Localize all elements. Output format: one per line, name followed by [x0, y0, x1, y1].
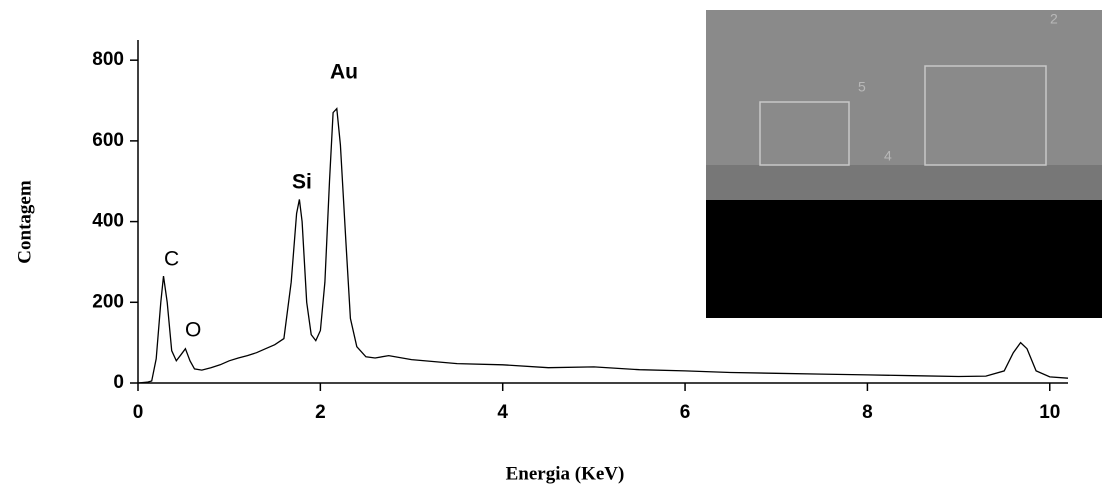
- inset-label: 5: [858, 79, 866, 95]
- x-tick-label: 0: [133, 402, 144, 423]
- y-tick-label: 0: [113, 372, 124, 393]
- x-tick-label: 6: [680, 402, 691, 423]
- y-tick-label: 600: [92, 130, 124, 151]
- y-axis-title: Contagem: [14, 180, 35, 264]
- inset-image: 5 4 2: [706, 10, 1102, 318]
- y-tick-label: 400: [92, 211, 124, 232]
- sem-edge: [706, 165, 1102, 200]
- peak-label: O: [185, 319, 201, 342]
- spectrum-line: [137, 107, 1069, 384]
- x-tick-label: 2: [315, 402, 326, 423]
- x-tick-label: 4: [497, 402, 508, 423]
- x-tick-label: 10: [1039, 402, 1060, 423]
- x-tick-label: 8: [862, 402, 873, 423]
- peak-label: Si: [292, 171, 312, 194]
- inset-box: [924, 65, 1047, 166]
- peak-label: Au: [330, 61, 358, 84]
- inset-box: [759, 101, 850, 166]
- y-tick-label: 800: [92, 49, 124, 70]
- x-axis-title: Energia (KeV): [506, 463, 625, 484]
- inset-label: 2: [1050, 11, 1058, 27]
- sem-dark: [706, 200, 1102, 318]
- y-tick-label: 200: [92, 291, 124, 312]
- peak-label: C: [164, 248, 179, 271]
- inset-label: 4: [884, 148, 892, 164]
